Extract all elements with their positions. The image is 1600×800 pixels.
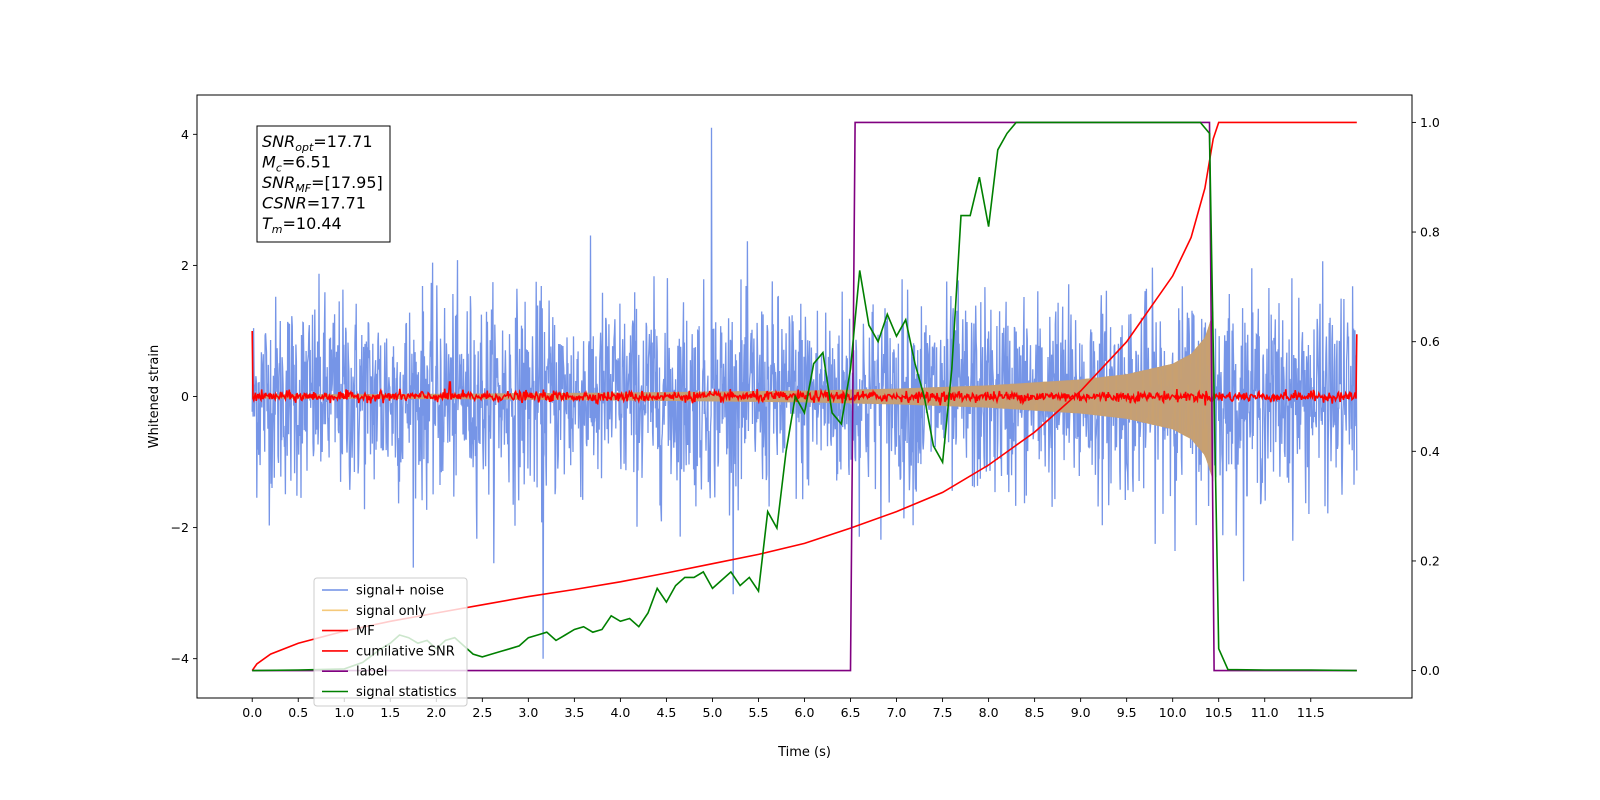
y-right-tick-label: 1.0 — [1420, 115, 1440, 130]
x-tick-label: 0.0 — [242, 705, 262, 720]
y-left-axis-ticks: −4 −2 0 2 4 — [171, 127, 197, 666]
legend-frame — [313, 577, 468, 707]
y-left-tick-label: 2 — [181, 258, 189, 273]
y-left-tick-label: −2 — [171, 520, 189, 535]
x-tick-label: 8.5 — [1025, 705, 1045, 720]
x-tick-label: 7.5 — [933, 705, 953, 720]
mf-line — [251, 330, 1358, 406]
signal-statistics-line — [252, 121, 1357, 672]
y-left-tick-label: 0 — [181, 389, 189, 404]
y-right-tick-label: 0.2 — [1420, 553, 1440, 568]
x-tick-label: 4.5 — [656, 705, 676, 720]
stats-line: SNRopt=17.71 — [262, 132, 373, 154]
stats-box: SNRopt=17.71Mc=6.51SNRMF=[17.95]CSNR=17.… — [256, 125, 391, 243]
x-tick-label: 7.0 — [887, 705, 907, 720]
legend-label: label — [356, 665, 387, 680]
x-tick-label: 1.0 — [334, 705, 354, 720]
x-tick-label: 3.5 — [564, 705, 584, 720]
x-tick-label: 1.5 — [380, 705, 400, 720]
x-tick-label: 5.5 — [749, 705, 769, 720]
x-tick-label: 6.0 — [795, 705, 815, 720]
x-tick-label: 6.5 — [841, 705, 861, 720]
stats-line: SNRMF=[17.95] — [262, 173, 383, 195]
x-tick-label: 5.0 — [703, 705, 723, 720]
stats-box-frame — [256, 125, 391, 243]
legend-label: signal+ noise — [356, 584, 444, 599]
x-axis-ticks: 0.0 0.5 1.0 1.5 2.0 2.5 3.0 3.5 4.0 4.5 5.0 5.5 6.0 6… — [242, 698, 1325, 720]
x-axis-title: Time (s) — [777, 745, 831, 760]
legend-label: signal statistics — [356, 685, 457, 700]
x-tick-label: 2.0 — [426, 705, 446, 720]
legend: signal+ noise signal only MF cumilative SNR… — [313, 577, 468, 707]
y-axis-title: Whitened strain — [147, 345, 162, 448]
x-tick-label: 9.0 — [1071, 705, 1091, 720]
y-right-tick-label: 0.4 — [1420, 444, 1440, 459]
y-right-tick-label: 0.0 — [1420, 663, 1440, 678]
y-right-tick-label: 0.6 — [1420, 334, 1440, 349]
y-left-tick-label: −4 — [171, 651, 189, 666]
x-tick-label: 0.5 — [288, 705, 308, 720]
x-tick-label: 10.5 — [1205, 705, 1233, 720]
x-tick-label: 11.0 — [1251, 705, 1279, 720]
legend-label: cumilative SNR — [356, 644, 455, 659]
stats-line: Mc=6.51 — [262, 153, 331, 175]
signal-noise-line — [251, 127, 1358, 659]
y-right-axis-ticks: 0.0 0.2 0.4 0.6 0.8 1.0 — [1412, 115, 1440, 678]
x-tick-label: 3.0 — [518, 705, 538, 720]
mf-series — [251, 330, 1358, 406]
y-left-tick-label: 4 — [181, 127, 189, 142]
x-tick-label: 11.5 — [1297, 705, 1325, 720]
legend-label: signal only — [356, 604, 426, 619]
x-tick-label: 2.5 — [472, 705, 492, 720]
x-tick-label: 4.0 — [610, 705, 630, 720]
x-tick-label: 10.0 — [1159, 705, 1187, 720]
x-tick-label: 8.0 — [979, 705, 999, 720]
stats-line: CSNR=17.71 — [262, 194, 366, 213]
x-tick-label: 9.5 — [1117, 705, 1137, 720]
stats-line: Tm=10.44 — [262, 214, 342, 236]
legend-label: MF — [356, 624, 375, 639]
y-right-tick-label: 0.8 — [1420, 225, 1440, 240]
